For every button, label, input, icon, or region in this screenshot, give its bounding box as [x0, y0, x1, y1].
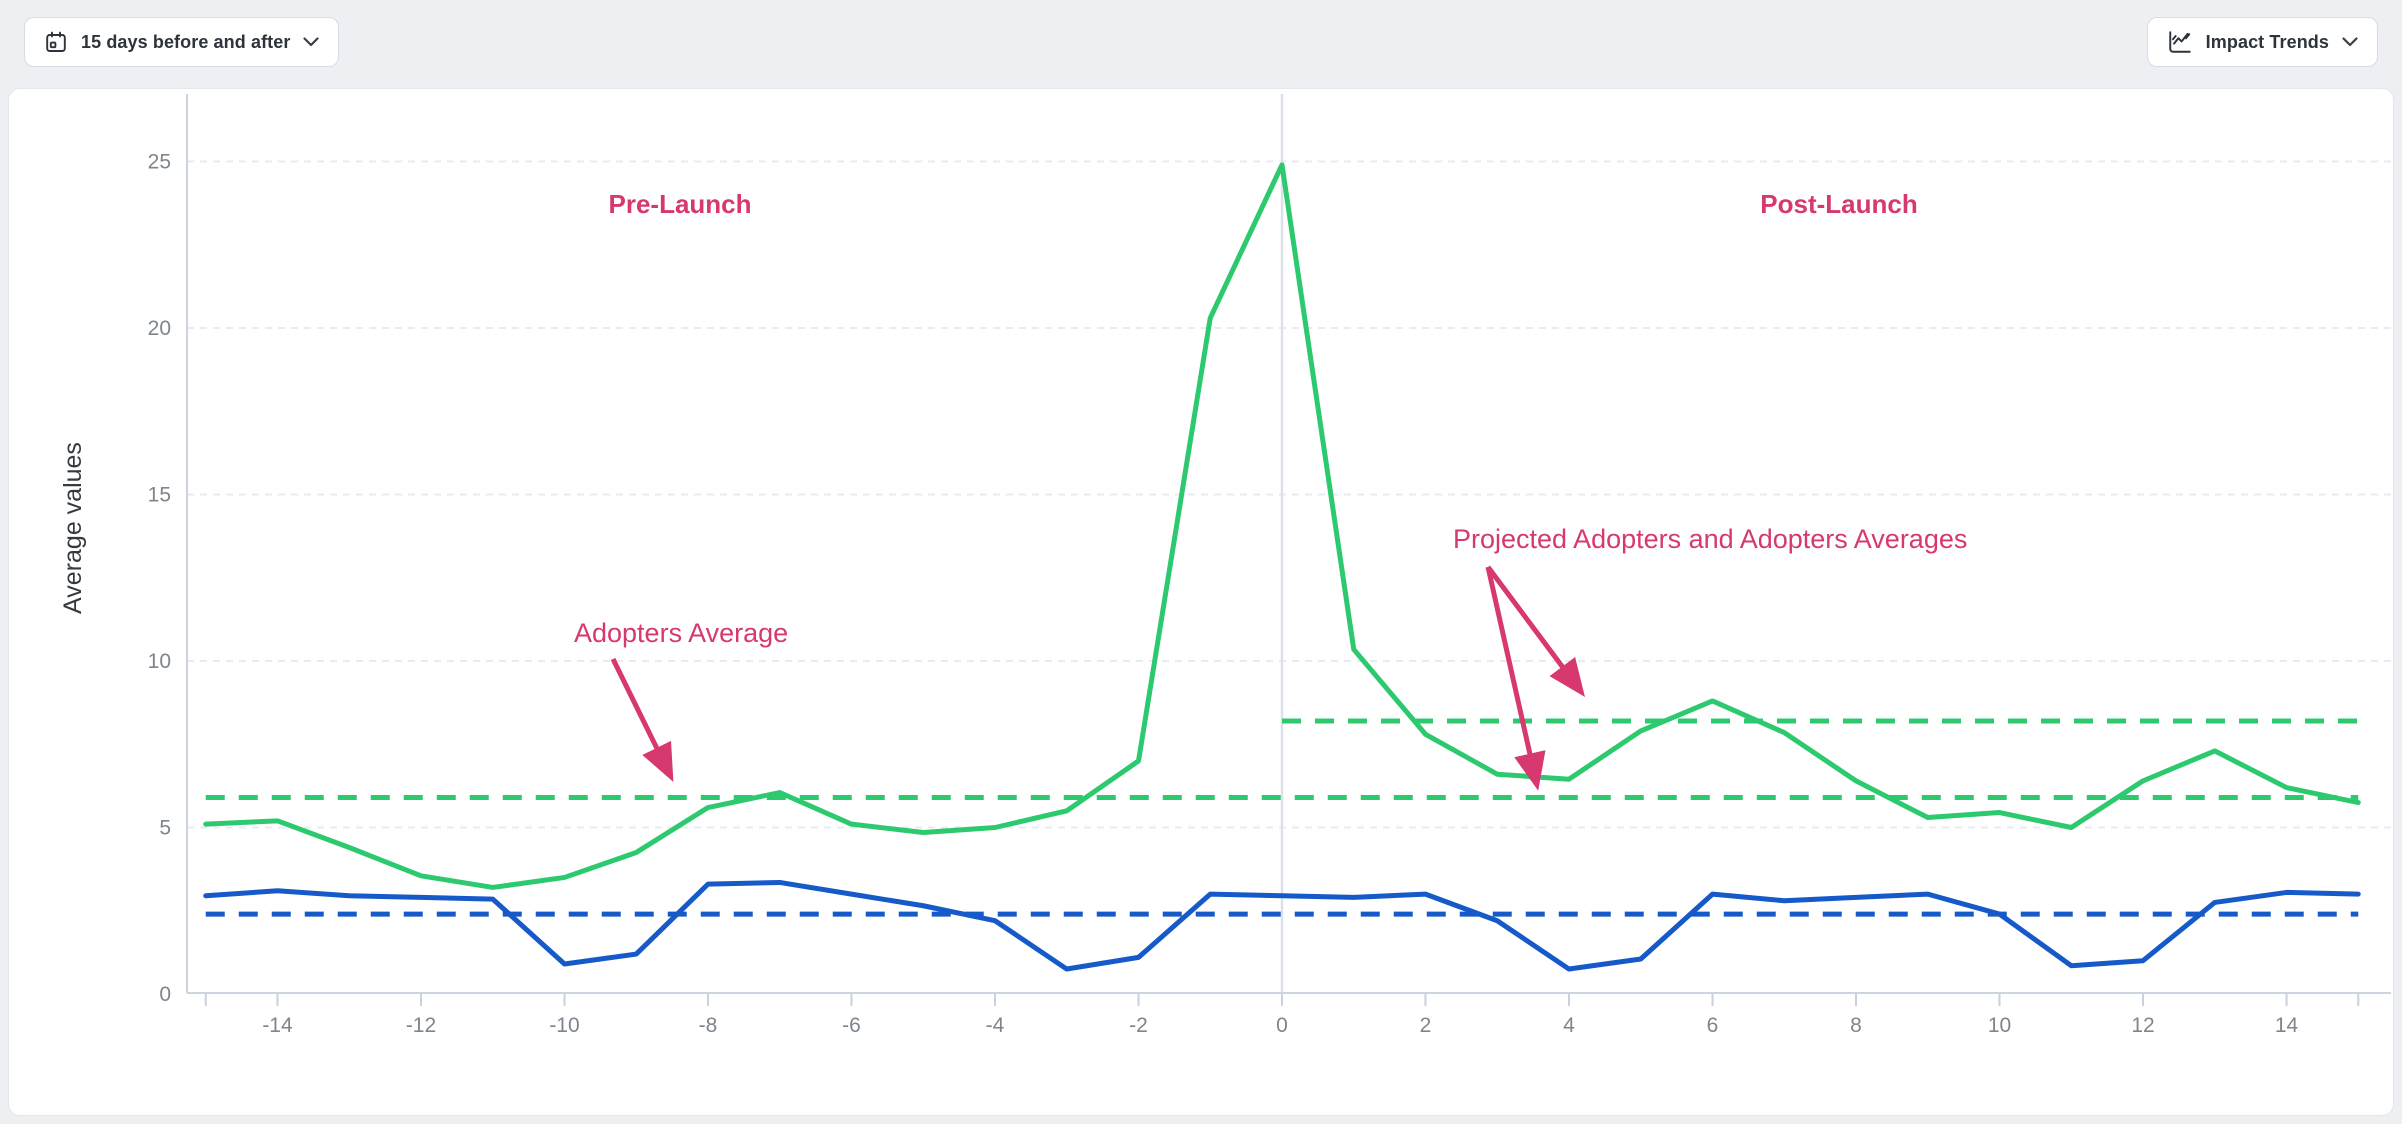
y-tick-label: 15 [148, 484, 171, 507]
x-tick-label: 2 [1420, 1014, 1432, 1037]
annotation-post-launch: Post-Launch [1760, 189, 1917, 219]
y-axis-title: Average values [59, 442, 87, 614]
impact-trends-chart-card: -14 -12 -10 -8 -6 -4 -2 0 2 4 6 8 10 12 14 0 5 10 15 20 25 Av… [8, 88, 2394, 1116]
chevron-down-icon [2342, 37, 2358, 47]
annotation-arrow-2 [1485, 565, 1585, 698]
y-tick-label: 25 [148, 151, 171, 174]
annotation-arrow-3 [1485, 566, 1546, 791]
x-tick-label: -4 [986, 1014, 1005, 1037]
date-range-selector[interactable]: 15 days before and after [24, 17, 340, 67]
x-tick-label: -2 [1129, 1014, 1148, 1037]
y-tick-label: 5 [159, 817, 171, 840]
chevron-down-icon [303, 37, 320, 47]
series-line-adopters [203, 162, 2361, 890]
x-tick-label: 14 [2275, 1014, 2299, 1037]
y-tick-label: 10 [148, 650, 171, 673]
series-line-comparison-blue [203, 879, 2361, 972]
y-tick-label: 0 [159, 983, 171, 1006]
impact-trends-chart: -14 -12 -10 -8 -6 -4 -2 0 2 4 6 8 10 12 14 0 5 10 15 20 25 Av… [59, 94, 2391, 1037]
x-tick-label: -8 [699, 1014, 718, 1037]
x-tick-label: -6 [842, 1014, 861, 1037]
annotation-pre-launch: Pre-Launch [608, 189, 751, 219]
trends-label: Impact Trends [2205, 31, 2329, 52]
x-tick-label: -14 [262, 1014, 293, 1037]
x-tick-label: -12 [406, 1014, 436, 1037]
y-tick-label: 20 [148, 317, 171, 340]
annotation-arrow-1 [610, 657, 674, 782]
trends-mode-selector[interactable]: Impact Trends [2146, 17, 2378, 67]
x-tick-label: 10 [1988, 1014, 2011, 1037]
annotation-projected-adopters-and-adopters-averages: Projected Adopters and Adopters Averages [1453, 524, 1967, 554]
x-tick-label: 8 [1850, 1014, 1862, 1037]
x-tick-label: 12 [2131, 1014, 2154, 1037]
line-chart-icon [2167, 29, 2193, 55]
annotation-adopters-average: Adopters Average [574, 618, 788, 648]
calendar-icon [44, 30, 68, 54]
x-tick-label: 4 [1563, 1014, 1575, 1037]
date-range-label: 15 days before and after [81, 31, 291, 52]
x-tick-label: -10 [549, 1014, 579, 1037]
x-tick-label: 6 [1707, 1014, 1719, 1037]
x-tick-label: 0 [1276, 1014, 1288, 1037]
